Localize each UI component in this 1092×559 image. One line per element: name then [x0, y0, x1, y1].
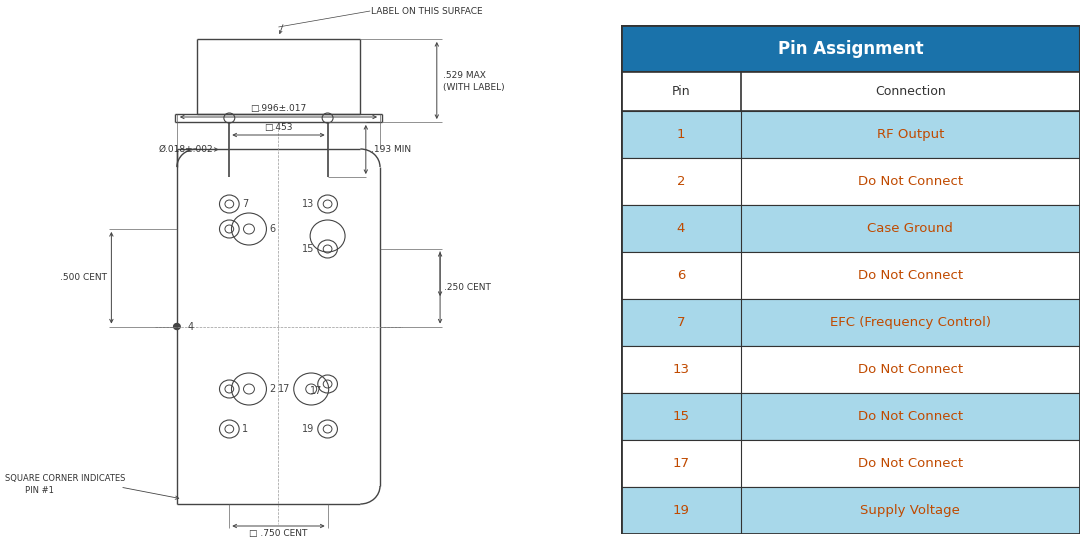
Text: Pin: Pin: [672, 85, 690, 98]
Text: 2: 2: [270, 384, 276, 394]
Text: 2: 2: [677, 174, 685, 188]
Text: 6: 6: [677, 269, 685, 282]
Text: □ .750 CENT: □ .750 CENT: [249, 529, 308, 538]
Bar: [621, 158, 1080, 205]
Text: 13: 13: [673, 363, 689, 376]
Circle shape: [174, 324, 180, 329]
Text: .529 MAX: .529 MAX: [443, 71, 486, 80]
Text: PIN #1: PIN #1: [25, 486, 54, 495]
Text: 17: 17: [673, 457, 689, 470]
Text: .500 CENT: .500 CENT: [60, 273, 107, 282]
Text: 13: 13: [302, 199, 314, 209]
Text: □.453: □.453: [264, 123, 293, 132]
Bar: [621, 25, 1080, 73]
Text: 17: 17: [310, 386, 322, 396]
Text: 19: 19: [302, 424, 314, 434]
Text: 4: 4: [188, 321, 194, 331]
Text: □.996±.017: □.996±.017: [250, 104, 307, 113]
Text: Do Not Connect: Do Not Connect: [857, 363, 963, 376]
Text: 15: 15: [673, 410, 689, 423]
Text: RF Output: RF Output: [877, 127, 943, 141]
Text: Do Not Connect: Do Not Connect: [857, 457, 963, 470]
Text: 7: 7: [677, 316, 685, 329]
Text: 1: 1: [242, 424, 249, 434]
Text: 7: 7: [242, 199, 249, 209]
Text: 19: 19: [673, 504, 689, 517]
Text: .193 MIN: .193 MIN: [371, 145, 412, 154]
Text: (WITH LABEL): (WITH LABEL): [443, 83, 505, 92]
Text: Do Not Connect: Do Not Connect: [857, 269, 963, 282]
Bar: [621, 346, 1080, 393]
Bar: [621, 299, 1080, 346]
Text: Ø.018±.002: Ø.018±.002: [158, 145, 213, 154]
Bar: [621, 252, 1080, 299]
Text: 4: 4: [677, 222, 685, 235]
Bar: [621, 73, 1080, 111]
Bar: [621, 440, 1080, 487]
Text: 1: 1: [677, 127, 685, 141]
Text: 15: 15: [302, 244, 314, 254]
Text: 17: 17: [278, 384, 290, 394]
Text: .250 CENT: .250 CENT: [444, 283, 491, 292]
Bar: [621, 393, 1080, 440]
Bar: [621, 487, 1080, 534]
Text: Connection: Connection: [875, 85, 946, 98]
Bar: [621, 205, 1080, 252]
Text: Do Not Connect: Do Not Connect: [857, 174, 963, 188]
Text: EFC (Frequency Control): EFC (Frequency Control): [830, 316, 990, 329]
Text: LABEL ON THIS SURFACE: LABEL ON THIS SURFACE: [371, 7, 483, 16]
Text: SQUARE CORNER INDICATES: SQUARE CORNER INDICATES: [5, 474, 126, 483]
Text: Case Ground: Case Ground: [867, 222, 953, 235]
Text: Do Not Connect: Do Not Connect: [857, 410, 963, 423]
Text: Pin Assignment: Pin Assignment: [778, 40, 924, 58]
Text: Supply Voltage: Supply Voltage: [860, 504, 960, 517]
Bar: [621, 111, 1080, 158]
Text: 6: 6: [270, 224, 276, 234]
